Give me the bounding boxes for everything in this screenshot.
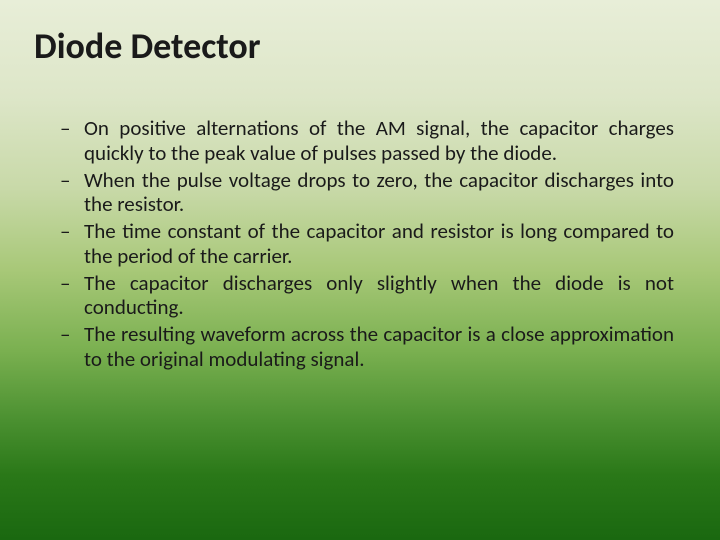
list-item: The capacitor discharges only slightly w…	[84, 271, 680, 321]
list-item: The resulting waveform across the capaci…	[84, 322, 680, 372]
bullet-list: On positive alternations of the AM signa…	[40, 116, 680, 372]
slide-title: Diode Detector	[34, 24, 680, 68]
list-item: The time constant of the capacitor and r…	[84, 219, 680, 269]
slide: Diode Detector On positive alternations …	[0, 0, 720, 540]
list-item: When the pulse voltage drops to zero, th…	[84, 168, 680, 218]
list-item: On positive alternations of the AM signa…	[84, 116, 680, 166]
